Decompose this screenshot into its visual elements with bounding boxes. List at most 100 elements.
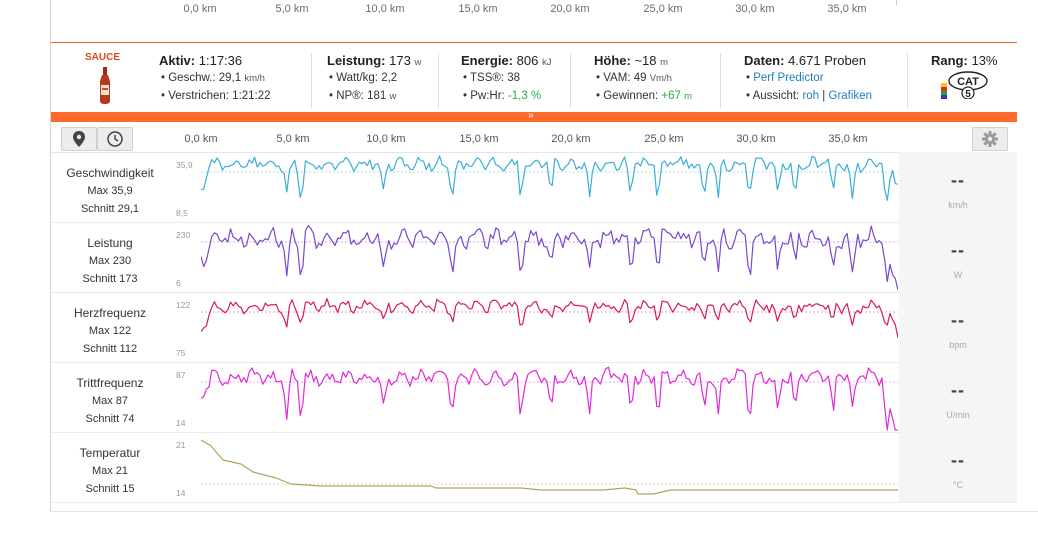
chart-settings-button[interactable] — [972, 127, 1008, 151]
cat-rank-icon[interactable]: CAT 5 — [941, 71, 989, 99]
active-time-stat: Aktiv: 1:17:36 — [159, 53, 242, 68]
gear-icon — [982, 131, 998, 147]
cadence-row-label: Trittfrequenz Max 87 Schnitt 74 — [51, 374, 169, 428]
active-value: 1:17:36 — [198, 53, 243, 68]
perf-predictor-item: • Perf Predictor — [746, 72, 824, 84]
readout-value: -- — [951, 450, 965, 470]
elapsed-stat: • Verstrichen: 1:21:22 — [161, 90, 271, 102]
clock-icon — [107, 131, 123, 147]
elevation-label: Höhe: — [594, 53, 631, 68]
power-value: 173 — [389, 53, 411, 68]
row-axis-max: 87 — [176, 370, 186, 380]
top-axis-tick: 20,0 km — [550, 3, 590, 15]
distance-axis-tick: 10,0 km — [366, 133, 406, 145]
distance-axis-tick: 35,0 km — [828, 133, 868, 145]
readout-value: -- — [951, 170, 965, 190]
stat-separator — [311, 53, 312, 108]
readout-value: -- — [951, 380, 965, 400]
view-raw-link[interactable]: roh — [802, 90, 820, 102]
vam-value: 49 — [633, 72, 647, 84]
previous-chart-distance-axis: 0,0 km 5,0 km 10,0 km 15,0 km 20,0 km 25… — [50, 0, 1017, 20]
stream-trace — [201, 366, 898, 431]
speed-unit: km/h — [244, 73, 265, 84]
top-axis-tick: 30,0 km — [735, 3, 775, 15]
view-label: Aussicht: — [752, 90, 800, 102]
readout-unit: bpm — [949, 340, 967, 350]
panel-resize-bar[interactable] — [51, 112, 1017, 122]
elapsed-value: 1:21:22 — [232, 90, 271, 102]
data-value: 4.671 Proben — [788, 53, 867, 68]
row-title: Trittfrequenz — [76, 376, 144, 390]
view-separator: | — [822, 90, 826, 102]
tss-value: 38 — [507, 72, 521, 84]
elevation-stat: Höhe: ~18 m — [594, 53, 668, 68]
view-graphs-link[interactable]: Grafiken — [828, 90, 872, 102]
row-avg: Schnitt 112 — [82, 343, 138, 355]
elapsed-label: Verstrichen: — [168, 90, 229, 102]
cat-text: CAT — [957, 76, 979, 88]
stream-trace — [201, 439, 898, 495]
distance-axis-tick: 25,0 km — [644, 133, 684, 145]
sauce-bottle-icon[interactable] — [95, 65, 115, 105]
row-title: Geschwindigkeit — [66, 166, 154, 180]
temperature-chart[interactable] — [201, 432, 898, 502]
distance-axis-tick: 15,0 km — [459, 133, 499, 145]
speed-chart[interactable] — [201, 152, 898, 222]
power-stat: Leistung: 173 w — [327, 53, 421, 68]
elevation-gain-stat: • Gewinnen: +67 m — [596, 90, 693, 102]
energy-label: Energie: — [461, 53, 514, 68]
stat-separator — [720, 53, 721, 108]
pwhr-label: Pw:Hr: — [470, 90, 505, 102]
row-max: Max 122 — [88, 325, 132, 337]
row-axis-min: 75 — [176, 348, 186, 358]
heartrate-chart[interactable] — [201, 292, 898, 362]
np-value: 181 — [367, 90, 387, 102]
data-label: Daten: — [744, 53, 785, 68]
chart-toolbar: 0,0 km 5,0 km 10,0 km 15,0 km 20,0 km 25… — [51, 124, 1017, 153]
power-chart[interactable] — [201, 222, 898, 292]
heartrate-readout: -- bpm — [899, 292, 1017, 362]
power-readout: -- W — [899, 222, 1017, 292]
np-stat: • NP®: 181 w — [329, 90, 397, 102]
stat-separator — [907, 53, 908, 108]
row-avg: Schnitt 15 — [85, 483, 135, 495]
top-divider — [896, 0, 897, 5]
row-axis-min: 6 — [176, 278, 181, 288]
row-axis-max: 230 — [176, 230, 191, 240]
power-unit: w — [414, 57, 422, 68]
energy-unit: kJ — [541, 57, 552, 68]
distance-axis-tick: 20,0 km — [551, 133, 591, 145]
tss-stat: • TSS®: 38 — [463, 72, 521, 84]
cadence-chart[interactable] — [201, 362, 898, 432]
row-title: Leistung — [87, 236, 133, 250]
distance-axis-tick: 0,0 km — [184, 133, 218, 145]
expand-chevron-icon[interactable]: » — [528, 110, 534, 121]
top-axis-tick: 5,0 km — [275, 3, 309, 15]
speed-stat: • Geschw.: 29,1 km/h — [161, 72, 265, 84]
vam-label: VAM: — [603, 72, 631, 84]
row-axis-max: 35,9 — [176, 160, 193, 170]
row-axis-min: 14 — [176, 418, 186, 428]
stat-separator — [438, 53, 439, 108]
energy-value: 806 — [516, 53, 539, 68]
row-title: Herzfrequenz — [73, 306, 147, 320]
stream-trace — [201, 224, 898, 291]
map-marker-button[interactable] — [61, 127, 97, 151]
row-axis-min: 14 — [176, 488, 186, 498]
row-avg: Schnitt 74 — [85, 413, 135, 425]
readout-unit: W — [953, 270, 963, 280]
data-stat: Daten: 4.671 Proben — [744, 53, 866, 68]
speed-readout: -- km/h — [899, 152, 1017, 222]
row-axis-max: 122 — [176, 300, 191, 310]
gain-label: Gewinnen: — [603, 90, 659, 102]
perf-predictor-link[interactable]: Perf Predictor — [753, 72, 824, 84]
cadence-stream-row: Trittfrequenz Max 87 Schnitt 74 87 14 --… — [51, 362, 1017, 433]
time-axis-button[interactable] — [97, 127, 133, 151]
row-avg: Schnitt 29,1 — [80, 203, 140, 215]
speed-row-label: Geschwindigkeit Max 35,9 Schnitt 29,1 — [51, 164, 169, 218]
pwhr-value: -1,3 % — [507, 90, 542, 102]
watt-per-kg-stat: • Watt/kg: 2,2 — [329, 72, 398, 84]
speed-stream-row: Geschwindigkeit Max 35,9 Schnitt 29,1 35… — [51, 152, 1017, 223]
np-label: NP®: — [336, 90, 364, 102]
temperature-row-label: Temperatur Max 21 Schnitt 15 — [51, 444, 169, 498]
